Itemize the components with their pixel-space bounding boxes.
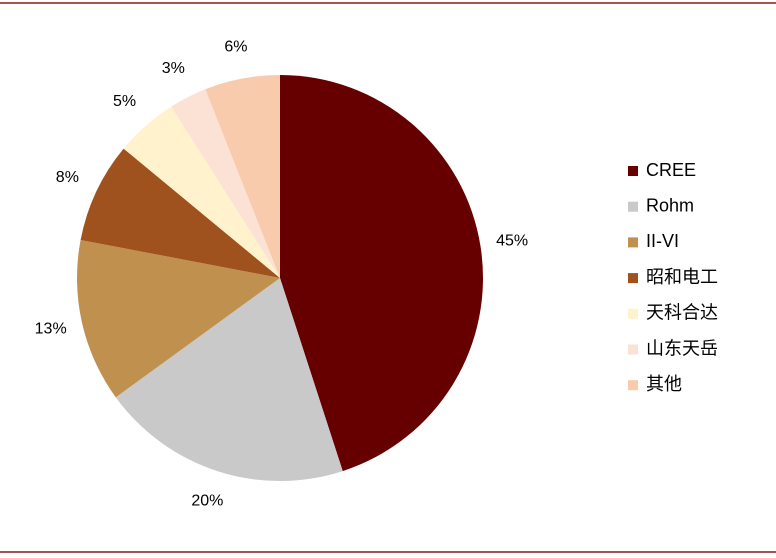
data-label: 13%	[35, 320, 67, 337]
legend-swatch	[628, 166, 638, 176]
pie-slice	[171, 89, 280, 278]
legend-label: 山东天岳	[646, 338, 718, 358]
data-label: 3%	[162, 60, 185, 77]
legend-label: 昭和电工	[646, 267, 718, 287]
data-label: 6%	[224, 38, 247, 55]
pie-slice	[80, 148, 280, 278]
legend-label: Rohm	[646, 195, 694, 215]
legend-label: II-VI	[646, 231, 679, 251]
data-label: 20%	[191, 493, 223, 510]
legend-label: 天科合达	[646, 303, 718, 323]
legend-swatch	[628, 380, 638, 391]
pie-slice	[115, 278, 343, 481]
pie-slice	[280, 75, 483, 472]
legend-swatch	[628, 273, 638, 284]
legend-swatch	[628, 201, 638, 212]
data-label: 45%	[496, 232, 528, 249]
data-label: 8%	[56, 169, 79, 186]
legend-swatch	[628, 308, 638, 319]
pie-slice	[205, 75, 280, 278]
legend-swatch	[628, 344, 638, 355]
legend-label: CREE	[646, 160, 696, 180]
legend-swatch	[628, 237, 638, 248]
pie-slice	[123, 106, 280, 278]
data-label: 5%	[113, 93, 136, 110]
legend-label: 其他	[646, 374, 682, 394]
pie-slice	[77, 239, 280, 398]
